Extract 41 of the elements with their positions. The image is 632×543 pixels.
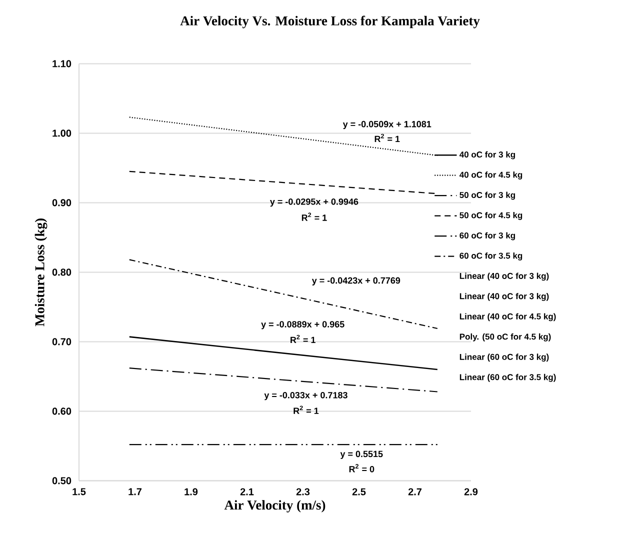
y-tick-label: 1.10	[52, 60, 72, 68]
y-tick-label: 0.50	[52, 477, 72, 484]
legend-label: 40 oC for 3 kg	[459, 151, 515, 160]
annotation: Poly. (50 oC for 4.5 kg)	[460, 333, 551, 342]
legend-label: 50 oC for 3 kg	[460, 192, 515, 200]
annotation: y = -0.0509x + 1.1081	[342, 120, 432, 130]
x-tick-label: 2.7	[408, 488, 422, 496]
annotation: y = -0.0295x + 0.9946	[270, 198, 358, 207]
y-tick-label: 1.00	[52, 130, 72, 137]
annotation: y = -0.0423x + 0.7769	[312, 277, 400, 286]
x-tick-label: 1.5	[72, 488, 86, 496]
x-tick-label: 2.5	[352, 488, 366, 496]
y-tick-label: 0.70	[52, 338, 72, 346]
x-tick-label: 2.9	[464, 488, 478, 496]
legend-label: 50 oC for 4.5 kg	[460, 212, 522, 220]
annotation: Linear (60 oC for 3 kg)	[460, 354, 549, 362]
annotation: R$^{2}$ = 1	[290, 334, 316, 344]
y-tick-label: 0.90	[52, 199, 72, 206]
annotation: R$^{2}$ = 0	[349, 464, 374, 472]
x-tick-label: 2.1	[240, 488, 254, 496]
annotation: y = -0.033x + 0.7183	[264, 392, 348, 400]
annotation: y = 0.5515	[340, 450, 383, 459]
x-tick-label: 1.9	[184, 488, 198, 496]
annotation: Linear (60 oC for 3.5 kg)	[460, 374, 556, 382]
chart-title: Air Velocity Vs. Moisture Loss for Kampala Variety	[180, 16, 480, 28]
legend-label: 60 oC for 3 kg	[460, 232, 515, 240]
annotation: Linear (40 oC for 3 kg)	[460, 272, 549, 281]
x-tick-label: 2.3	[296, 488, 310, 496]
y-tick-label: 0.80	[52, 268, 72, 276]
annotation: R$^{2}$ = 1	[294, 406, 319, 414]
legend-label: 60 oC for 3.5 kg	[460, 252, 522, 260]
annotation: R$^{2}$ = 1	[374, 134, 400, 142]
annotation: Linear (40 oC for 3 kg)	[460, 292, 549, 301]
legend-label: 40 oC for 4.5 kg	[459, 172, 522, 180]
x-axis-title: Air Velocity (m/s)	[224, 500, 326, 512]
y-axis-title: Moisture Loss (kg)	[34, 218, 48, 326]
annotation: Linear (40 oC for 4.5 kg)	[460, 313, 556, 322]
y-tick-label: 0.60	[52, 408, 72, 415]
annotation: y = -0.0889x + 0.965	[261, 321, 344, 330]
x-tick-label: 1.7	[128, 488, 142, 496]
annotation: R$^{2}$ = 1	[302, 212, 327, 221]
